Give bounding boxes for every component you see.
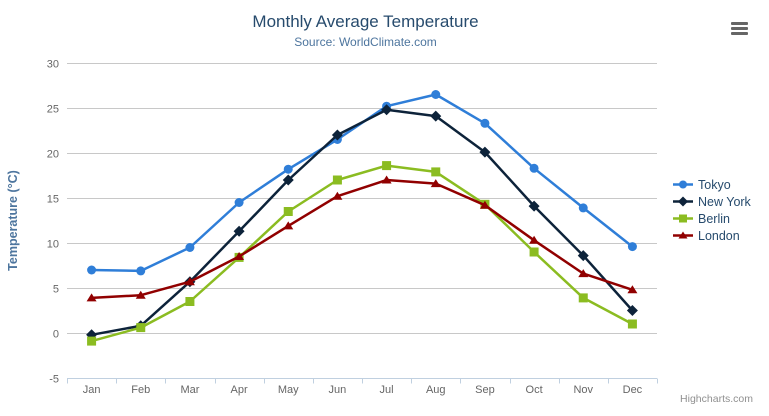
data-point-new-york-dec[interactable] (626, 305, 638, 316)
data-point-berlin-dec[interactable] (627, 319, 637, 329)
data-point-new-york-apr[interactable] (233, 225, 245, 237)
credits-link[interactable]: Highcharts.com (680, 393, 753, 405)
series-line-london[interactable] (90, 178, 634, 300)
data-point-new-york-jun[interactable] (331, 129, 343, 141)
berlin-legend-marker-icon (673, 214, 693, 223)
data-point-tokyo-may[interactable] (283, 164, 293, 174)
series-line-new-york[interactable] (90, 108, 634, 337)
data-point-berlin-jan[interactable] (87, 336, 97, 346)
y-axis-label: 20 (47, 149, 59, 161)
data-point-tokyo-dec[interactable] (627, 242, 637, 252)
data-point-tokyo-feb[interactable] (136, 266, 146, 276)
data-point-berlin-mar[interactable] (185, 297, 195, 306)
data-point-london-nov[interactable] (578, 269, 589, 278)
series-new-york (86, 104, 638, 341)
hamburger-icon (731, 32, 748, 35)
data-point-berlin-aug[interactable] (431, 167, 441, 177)
new-york-legend-marker-icon (673, 196, 693, 207)
series-london (86, 175, 638, 302)
data-point-berlin-feb[interactable] (136, 323, 146, 333)
y-axis-label: 25 (47, 104, 59, 116)
data-point-tokyo-jan[interactable] (87, 265, 97, 275)
legend-item-new-york[interactable]: New York (672, 193, 751, 210)
x-axis-label: Sep (475, 384, 495, 396)
data-point-london-apr[interactable] (234, 252, 245, 260)
x-axis-label: Aug (426, 384, 446, 396)
data-point-tokyo-sep[interactable] (480, 118, 490, 128)
data-point-new-york-may[interactable] (282, 174, 294, 186)
x-axis-label: May (278, 384, 299, 396)
data-point-london-oct[interactable] (529, 235, 540, 244)
data-point-london-jan[interactable] (86, 293, 97, 302)
data-point-london-aug[interactable] (430, 179, 441, 188)
data-point-new-york-nov[interactable] (577, 250, 589, 262)
data-point-berlin-may[interactable] (283, 207, 293, 216)
data-point-tokyo-nov[interactable] (578, 203, 588, 213)
y-axis-label: 5 (53, 284, 59, 296)
chart-title: Monthly Average Temperature (252, 12, 479, 31)
x-axis-label: Mar (180, 384, 199, 396)
legend-item-label: Tokyo (698, 177, 731, 192)
data-point-tokyo-mar[interactable] (185, 243, 195, 252)
data-point-new-york-aug[interactable] (430, 110, 442, 122)
x-axis-label: Apr (231, 384, 248, 396)
y-axis-title: Temperature (°C) (6, 170, 20, 271)
data-point-london-may[interactable] (283, 221, 294, 230)
x-axis-label: Dec (623, 384, 643, 396)
hamburger-icon (731, 22, 748, 25)
series-line-berlin[interactable] (90, 164, 634, 343)
hamburger-icon (731, 27, 748, 30)
y-axis-label: 15 (47, 194, 59, 206)
tokyo-legend-marker-icon (673, 180, 693, 189)
data-point-tokyo-oct[interactable] (529, 163, 539, 173)
data-point-tokyo-apr[interactable] (234, 198, 244, 207)
legend-item-label: New York (698, 194, 751, 209)
x-axis-label: Jul (380, 384, 394, 396)
series-line-tokyo[interactable] (90, 93, 634, 273)
data-point-london-feb[interactable] (135, 290, 146, 299)
data-point-london-jun[interactable] (332, 191, 343, 200)
data-point-london-jul[interactable] (381, 175, 392, 184)
legend-marker-shape (678, 231, 688, 239)
data-point-new-york-jul[interactable] (381, 104, 393, 116)
y-axis-label: -5 (49, 374, 59, 386)
x-axis-label: Nov (573, 384, 593, 396)
x-axis-label: Jun (329, 384, 347, 396)
data-point-tokyo-aug[interactable] (431, 90, 441, 99)
legend-marker-shape (679, 180, 687, 189)
data-point-london-dec[interactable] (627, 285, 638, 294)
data-point-berlin-jul[interactable] (382, 161, 392, 171)
data-point-london-sep[interactable] (479, 200, 490, 209)
legend-item-london[interactable]: London (672, 227, 751, 244)
data-point-berlin-nov[interactable] (578, 293, 588, 303)
data-point-berlin-oct[interactable] (529, 247, 539, 257)
data-point-berlin-jun[interactable] (332, 175, 342, 185)
y-axis-label: 30 (47, 59, 59, 71)
x-axis-label: Oct (526, 384, 543, 396)
legend-item-berlin[interactable]: Berlin (672, 210, 751, 227)
context-menu-button[interactable] (731, 22, 748, 35)
legend-marker-shape (678, 196, 688, 207)
series-tokyo (87, 90, 637, 276)
y-axis-label: 10 (47, 239, 59, 251)
legend: Tokyo New York Berlin London (672, 176, 751, 244)
chart-subtitle: Source: WorldClimate.com (294, 35, 437, 49)
legend-item-tokyo[interactable]: Tokyo (672, 176, 751, 193)
legend-marker-shape (679, 214, 687, 223)
x-axis-label: Jan (83, 384, 101, 396)
data-point-new-york-sep[interactable] (479, 146, 491, 158)
data-point-london-mar[interactable] (184, 277, 195, 286)
london-legend-marker-icon (673, 231, 693, 239)
x-axis-label: Feb (131, 384, 150, 396)
legend-item-label: London (698, 228, 740, 243)
y-axis-label: 0 (53, 329, 59, 341)
data-point-new-york-oct[interactable] (528, 200, 540, 212)
legend-item-label: Berlin (698, 211, 730, 226)
